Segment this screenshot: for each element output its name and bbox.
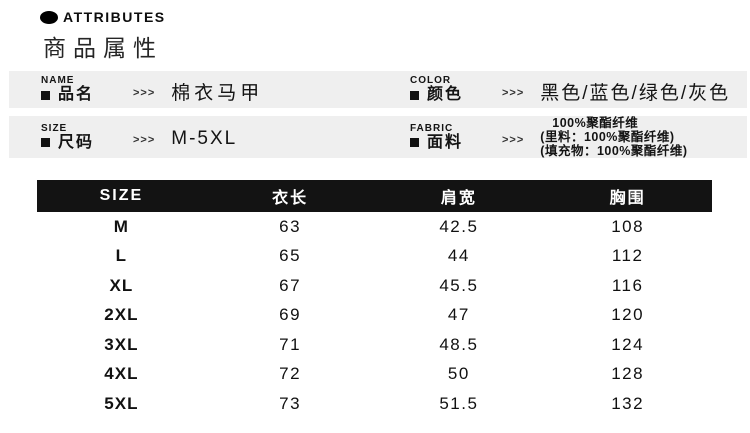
dot-icon <box>40 10 58 24</box>
table-row: L 65 44 112 <box>37 242 712 272</box>
size-label-zh-row: 尺码 <box>41 134 115 152</box>
table-cell: 44 <box>447 246 470 266</box>
table-cell: 51.5 <box>439 393 479 413</box>
table-cell: 5XL <box>104 393 139 413</box>
attribute-group-fabric: FABRIC 面料 >>> 100%聚酯纤维 (里料：100%聚酯纤维) (填充… <box>378 116 747 158</box>
table-cell: 45.5 <box>439 275 479 295</box>
name-label-zh-row: 品名 <box>41 86 115 104</box>
size-label-stack: SIZE 尺码 <box>41 123 115 152</box>
size-table: SIZE 衣长 肩宽 胸围 M 63 42.5 108 L 65 44 112 <box>37 180 712 419</box>
fabric-label-zh: 面料 <box>427 133 464 151</box>
square-bullet-icon <box>410 90 419 100</box>
size-label-en: SIZE <box>41 122 68 134</box>
table-cell: 63 <box>279 216 302 236</box>
table-cell: XL <box>109 275 134 295</box>
attributes-eyebrow: ATTRIBUTES <box>40 9 166 25</box>
table-cell: 2XL <box>104 305 139 325</box>
name-label-en: NAME <box>41 75 75 86</box>
triple-chevron-icon: >>> <box>133 86 156 99</box>
triple-chevron-icon: >>> <box>502 134 525 146</box>
table-cell: 120 <box>611 305 645 325</box>
attribute-group-color: COLOR 颜色 >>> 黑色/蓝色/绿色/灰色 <box>378 71 747 108</box>
attributes-header: ATTRIBUTES 商品属性 <box>40 9 166 63</box>
color-label-en: COLOR <box>410 75 452 86</box>
fabric-value: 100%聚酯纤维 (里料：100%聚酯纤维) (填充物：100%聚酯纤维) <box>540 116 687 158</box>
square-bullet-icon <box>41 90 50 100</box>
size-value: M-5XL <box>171 127 238 149</box>
column-header-chest: 胸围 <box>609 190 646 207</box>
triple-chevron-icon: >>> <box>133 134 156 146</box>
table-cell: 42.5 <box>439 216 479 236</box>
table-cell: 72 <box>279 364 302 384</box>
size-label-zh: 尺码 <box>58 133 95 151</box>
color-label-stack: COLOR 颜色 <box>410 75 484 104</box>
size-table-header-row: SIZE 衣长 肩宽 胸围 <box>37 180 712 212</box>
name-label-stack: NAME 品名 <box>41 75 115 104</box>
table-cell: 67 <box>279 275 302 295</box>
table-cell: 132 <box>611 393 645 413</box>
fabric-value-line: (填充物：100%聚酯纤维) <box>540 144 688 158</box>
fabric-value-line: 100%聚酯纤维 <box>552 116 639 130</box>
table-cell: 124 <box>611 334 645 354</box>
name-label-zh: 品名 <box>58 86 95 103</box>
table-row: M 63 42.5 108 <box>37 212 712 242</box>
fabric-label-stack: FABRIC 面料 <box>410 123 484 152</box>
name-value: 棉衣马甲 <box>171 82 264 104</box>
table-cell: L <box>115 246 128 266</box>
table-row: 3XL 71 48.5 124 <box>37 330 712 360</box>
attribute-group-name: NAME 品名 >>> 棉衣马甲 <box>9 71 378 108</box>
attribute-band-2: SIZE 尺码 >>> M-5XL FABRIC 面料 >>> 100%聚酯纤维… <box>9 116 747 158</box>
attribute-group-size: SIZE 尺码 >>> M-5XL <box>9 116 378 158</box>
table-cell: 50 <box>447 364 470 384</box>
attributes-eyebrow-label: ATTRIBUTES <box>63 9 166 25</box>
color-value: 黑色/蓝色/绿色/灰色 <box>540 82 731 104</box>
square-bullet-icon <box>410 138 419 147</box>
square-bullet-icon <box>41 138 50 147</box>
page-title: 商品属性 <box>43 35 163 61</box>
color-label-zh-row: 颜色 <box>410 86 484 104</box>
fabric-label-en: FABRIC <box>410 122 454 134</box>
column-header-shoulder: 肩宽 <box>440 190 477 207</box>
table-cell: 65 <box>279 246 302 266</box>
column-header-length: 衣长 <box>272 190 309 207</box>
table-cell: 128 <box>611 364 645 384</box>
table-row: 5XL 73 51.5 132 <box>37 389 712 419</box>
fabric-label-zh-row: 面料 <box>410 134 484 152</box>
table-cell: 108 <box>611 216 645 236</box>
table-row: XL 67 45.5 116 <box>37 271 712 301</box>
table-cell: 116 <box>611 275 644 295</box>
attribute-band-1: NAME 品名 >>> 棉衣马甲 COLOR 颜色 >>> 黑色/蓝色/绿色/灰… <box>9 71 747 108</box>
table-cell: 4XL <box>104 364 139 384</box>
table-cell: 69 <box>279 305 302 325</box>
color-label-zh: 颜色 <box>427 86 464 103</box>
table-cell: 112 <box>611 246 644 266</box>
table-cell: 73 <box>279 393 302 413</box>
table-cell: 3XL <box>104 334 139 354</box>
table-row: 2XL 69 47 120 <box>37 301 712 331</box>
triple-chevron-icon: >>> <box>502 86 525 99</box>
table-row: 4XL 72 50 128 <box>37 360 712 390</box>
table-cell: 71 <box>279 334 302 354</box>
table-cell: 48.5 <box>439 334 479 354</box>
column-header-size: SIZE <box>99 187 144 204</box>
table-cell: 47 <box>447 305 470 325</box>
table-cell: M <box>113 216 129 236</box>
fabric-value-line: (里料：100%聚酯纤维) <box>540 130 675 144</box>
